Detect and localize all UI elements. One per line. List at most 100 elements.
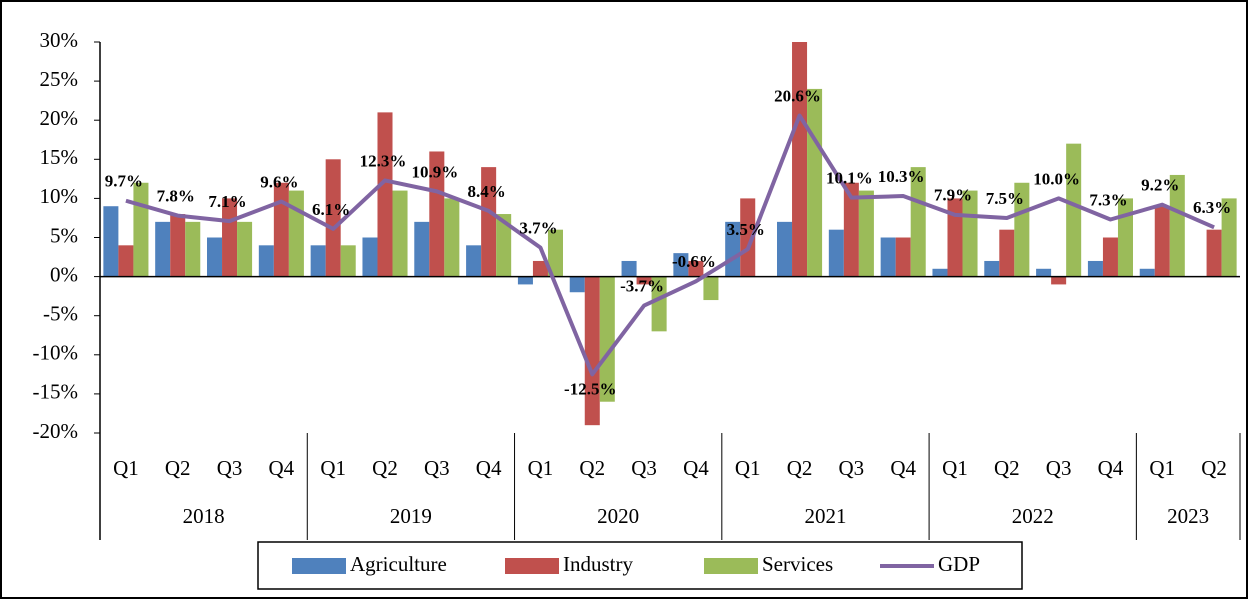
bar	[807, 88, 823, 277]
x-tick-label: Q3	[424, 456, 450, 480]
x-tick-label: Q3	[631, 456, 657, 480]
data-label: 6.3%	[1193, 198, 1231, 217]
x-group-label: 2021	[804, 504, 846, 528]
x-tick-label: Q4	[683, 456, 709, 480]
data-label: 9.2%	[1141, 176, 1179, 195]
bar	[170, 214, 186, 277]
x-tick-label: Q3	[839, 456, 865, 480]
data-label: 7.9%	[934, 186, 972, 205]
bar	[310, 245, 326, 277]
bar	[207, 237, 223, 277]
x-group-label: 2018	[183, 504, 225, 528]
x-tick-label: Q4	[1098, 456, 1124, 480]
data-label: 9.6%	[260, 172, 298, 191]
bar	[1221, 198, 1237, 277]
data-label: -3.7%	[620, 276, 664, 295]
x-group-label: 2020	[597, 504, 639, 528]
y-tick-label: 10%	[40, 184, 79, 208]
x-group-label: 2022	[1012, 504, 1054, 528]
y-tick-label: 25%	[40, 67, 79, 91]
bar	[237, 221, 253, 277]
bar	[910, 167, 926, 277]
bar	[584, 276, 600, 426]
legend-label: Industry	[563, 552, 633, 576]
y-tick-label: -20%	[33, 419, 79, 443]
data-label: 3.7%	[519, 219, 557, 238]
bar	[1169, 174, 1185, 277]
data-label: 7.1%	[208, 192, 246, 211]
data-label: 10.1%	[826, 169, 873, 188]
bar	[947, 198, 963, 277]
x-tick-label: Q1	[735, 456, 761, 480]
y-tick-label: 20%	[40, 106, 79, 130]
bar	[828, 229, 844, 277]
data-label: 7.5%	[986, 189, 1024, 208]
x-tick-label: Q1	[113, 456, 139, 480]
bar	[325, 159, 341, 277]
x-tick-label: Q1	[1149, 456, 1175, 480]
y-tick-label: 0%	[50, 262, 78, 286]
bar	[932, 268, 948, 277]
bar	[1154, 206, 1170, 277]
legend-label: Agriculture	[350, 552, 447, 576]
bar	[258, 245, 274, 277]
bar	[1206, 229, 1222, 277]
x-tick-label: Q4	[476, 456, 502, 480]
y-tick-label: -5%	[43, 302, 78, 326]
data-label: 9.7%	[105, 172, 143, 191]
x-tick-label: Q2	[787, 456, 813, 480]
x-group-label: 2019	[390, 504, 432, 528]
bar	[185, 221, 201, 277]
data-label: -12.5%	[564, 379, 616, 398]
bar	[792, 42, 808, 277]
legend-swatch	[505, 558, 559, 574]
bar	[1102, 237, 1118, 277]
y-tick-label: -10%	[33, 341, 79, 365]
y-tick-label: 5%	[50, 223, 78, 247]
bar	[103, 206, 119, 277]
x-tick-label: Q3	[1046, 456, 1072, 480]
x-tick-label: Q1	[942, 456, 968, 480]
bar	[133, 182, 149, 277]
gdp-line	[125, 113, 1215, 377]
bar	[1066, 143, 1082, 277]
x-tick-label: Q2	[579, 456, 605, 480]
bar	[651, 276, 667, 332]
bar	[288, 190, 304, 277]
data-label: 8.4%	[468, 182, 506, 201]
bar	[155, 221, 171, 277]
data-label: 7.3%	[1089, 190, 1127, 209]
bar	[1117, 198, 1133, 277]
bar	[532, 260, 548, 277]
legend-swatch	[704, 558, 758, 574]
bar	[599, 276, 615, 402]
bar	[517, 276, 533, 285]
bar	[1014, 182, 1030, 277]
bar	[636, 276, 652, 285]
y-tick-label: -15%	[33, 380, 79, 404]
x-tick-label: Q2	[372, 456, 398, 480]
bar	[481, 167, 497, 277]
data-label: 6.1%	[312, 200, 350, 219]
bar	[621, 260, 637, 277]
bar	[740, 198, 756, 277]
x-tick-label: Q4	[269, 456, 295, 480]
bar	[880, 237, 896, 277]
data-label: 10.0%	[1033, 169, 1080, 188]
bar	[414, 221, 430, 277]
bar	[1087, 260, 1103, 277]
data-label: 12.3%	[360, 151, 407, 170]
bar	[466, 245, 482, 277]
x-tick-label: Q4	[890, 456, 916, 480]
bar	[858, 190, 874, 277]
legend-label: Services	[762, 552, 833, 576]
bar	[688, 260, 704, 277]
bar	[1036, 268, 1052, 277]
x-tick-label: Q2	[165, 456, 191, 480]
bar	[777, 221, 793, 277]
data-label: 20.6%	[774, 86, 821, 105]
bar	[673, 253, 689, 277]
data-label: -0.6%	[672, 252, 716, 271]
bar	[962, 190, 978, 277]
